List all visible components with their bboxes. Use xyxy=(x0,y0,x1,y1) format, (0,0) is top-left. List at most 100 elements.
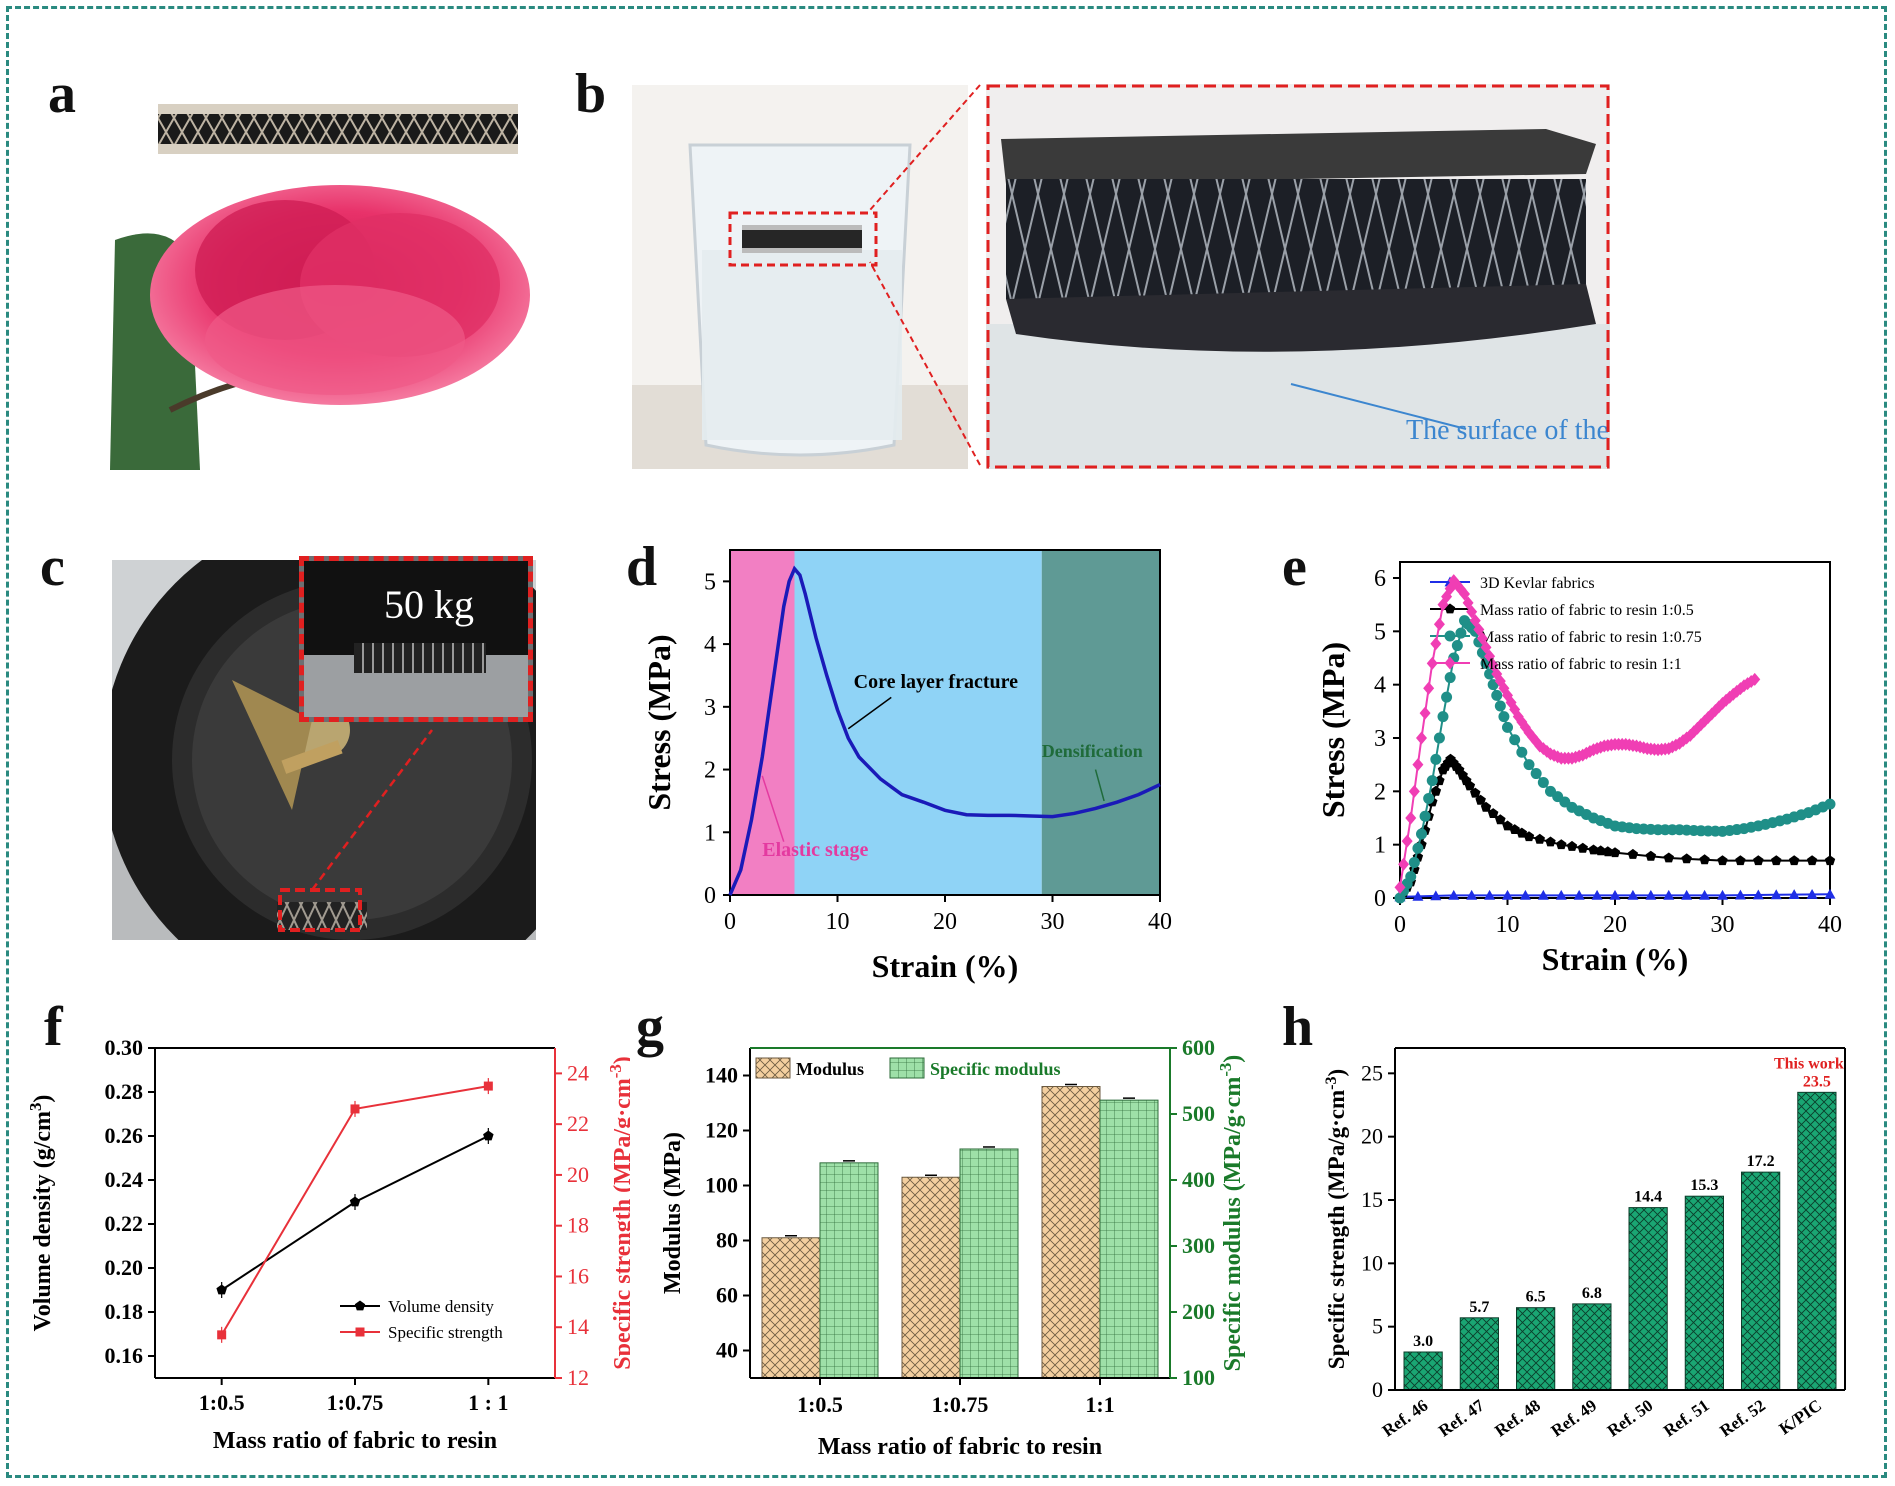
annotation-core-arrow xyxy=(847,696,892,730)
series-marker-3 xyxy=(1516,715,1528,729)
series-marker-1 xyxy=(1430,785,1442,796)
x-axis-label: Mass ratio of fabric to resin xyxy=(818,1434,1102,1460)
y-axis-label: Modulus (MPa) xyxy=(660,1132,686,1294)
series-marker-2 xyxy=(1451,640,1463,652)
series-marker-2 xyxy=(1498,711,1510,723)
legend-swatch-1 xyxy=(889,1057,925,1079)
legend-label-2: Mass ratio of fabric to resin 1:0.75 xyxy=(1480,629,1702,646)
series-marker-0 xyxy=(1681,889,1693,900)
series-marker-1 xyxy=(1545,836,1556,847)
y-right-tick-label: 14 xyxy=(567,1314,589,1339)
series-marker-0 xyxy=(1412,890,1424,901)
y-tick-label: 0.18 xyxy=(105,1299,144,1324)
panel-label-d: d xyxy=(626,536,658,598)
y-right-tick-label: 100 xyxy=(1182,1365,1215,1390)
strength-point xyxy=(350,1104,360,1114)
x-tick-label: 1:1 xyxy=(1085,1392,1114,1417)
series-marker-3 xyxy=(1451,578,1463,592)
series-marker-0 xyxy=(1752,889,1764,900)
series-marker-2 xyxy=(1523,759,1535,771)
series-marker-2 xyxy=(1824,798,1836,810)
chart-g-modulus: 1:0.5 1:0.75 1:1 40 60 80 100 120 140 100 200 300 40… xyxy=(660,1035,1247,1460)
y-tick-label: 25 xyxy=(1361,1060,1383,1085)
series-marker-1 xyxy=(1556,839,1567,850)
legend-label-1: Specific strength xyxy=(388,1323,503,1342)
series-marker-1 xyxy=(1577,842,1588,853)
series-marker-3 xyxy=(1512,710,1524,724)
bar-value-label-6: 17.2 xyxy=(1747,1153,1775,1170)
y-axis-label: Specific strength (MPa/g·cm-3) xyxy=(1323,1069,1350,1369)
series-marker-3 xyxy=(1505,695,1517,709)
y-tick-label: 0 xyxy=(704,883,716,909)
modulus-bar xyxy=(761,1237,821,1379)
series-marker-3 xyxy=(1749,672,1761,686)
y-right-tick-label: 22 xyxy=(567,1111,589,1136)
series-marker-3 xyxy=(1688,725,1700,739)
y-tick-label: 2 xyxy=(1374,779,1386,805)
panel-label-b: b xyxy=(575,63,607,125)
series-marker-2 xyxy=(1408,856,1420,868)
x-tick-label: 1:0.5 xyxy=(199,1390,245,1415)
y-tick-label: 3 xyxy=(704,695,716,721)
series-marker-2 xyxy=(1419,810,1431,822)
y-right-axis-label: Specific strength (MPa/g·cm-3) xyxy=(606,1056,631,1369)
series-marker-3 xyxy=(1677,734,1689,748)
y-axis-label: Volume density (g/cm3) xyxy=(30,1095,56,1332)
water-surface-caption: The surface of the water xyxy=(1406,415,1610,446)
series-marker-2 xyxy=(1509,734,1521,746)
x-tick-label-3: Ref. 49 xyxy=(1548,1396,1601,1441)
series-marker-0 xyxy=(1591,889,1603,900)
density-point xyxy=(216,1284,227,1295)
x-tick-label: 0 xyxy=(724,909,736,935)
y-tick-label: 60 xyxy=(716,1283,738,1308)
y-tick-label: 1 xyxy=(1374,833,1386,859)
series-marker-2 xyxy=(1444,672,1456,684)
series-marker-0 xyxy=(1645,889,1657,900)
y-tick-label: 100 xyxy=(705,1173,738,1198)
series-marker-0 xyxy=(1502,889,1513,900)
series-marker-1 xyxy=(1806,855,1818,866)
bar-7 xyxy=(1797,1091,1837,1391)
series-marker-2 xyxy=(1437,711,1449,723)
annotation-dens-arrow xyxy=(1094,769,1105,802)
series-marker-1 xyxy=(1470,787,1481,798)
series-marker-3 xyxy=(1412,758,1424,772)
this-work-annotation: This work xyxy=(1774,1055,1844,1072)
y-tick-label: 3 xyxy=(1374,726,1386,752)
y-right-tick-label: 16 xyxy=(567,1263,589,1288)
legend-marker-0 xyxy=(354,1300,366,1311)
series-marker-3 xyxy=(1430,637,1442,651)
series-marker-1 xyxy=(1663,852,1674,863)
photo-beaker xyxy=(632,85,968,469)
x-tick-label-5: Ref. 51 xyxy=(1660,1396,1713,1441)
legend-label-1: Specific modulus xyxy=(930,1059,1061,1079)
series-marker-2 xyxy=(1537,776,1549,788)
y-tick-label: 20 xyxy=(1361,1124,1383,1149)
density-point xyxy=(349,1196,361,1207)
series-marker-1 xyxy=(1602,846,1614,857)
series-marker-1 xyxy=(1588,844,1599,855)
x-tick-label: 30 xyxy=(1711,912,1735,938)
series-marker-3 xyxy=(1731,684,1743,698)
y-tick-label: 2 xyxy=(704,758,716,784)
y-right-tick-label: 300 xyxy=(1182,1233,1215,1258)
series-marker-3 xyxy=(1494,674,1506,688)
x-tick-label: 10 xyxy=(826,909,850,935)
series-marker-3 xyxy=(1469,614,1481,628)
region-1 xyxy=(794,550,1042,895)
bar-value-label-3: 6.8 xyxy=(1582,1285,1602,1302)
y-tick-label: 4 xyxy=(704,632,716,658)
modulus-bar xyxy=(901,1176,961,1379)
x-axis-label: Mass ratio of fabric to resin xyxy=(213,1428,497,1454)
series-marker-2 xyxy=(1405,871,1417,883)
series-marker-0 xyxy=(1448,889,1460,900)
x-tick-label-7: K/PIC xyxy=(1776,1396,1826,1439)
y-right-tick-label: 20 xyxy=(567,1162,589,1187)
y-right-axis-label: Specific modulus (MPa/g·cm-3) xyxy=(1216,1055,1247,1372)
series-marker-3 xyxy=(1405,811,1417,825)
bar-0 xyxy=(1403,1351,1443,1391)
series-marker-1 xyxy=(1788,855,1800,866)
series-marker-3 xyxy=(1484,649,1496,663)
series-marker-0 xyxy=(1519,889,1531,900)
series-marker-1 xyxy=(1771,855,1782,866)
